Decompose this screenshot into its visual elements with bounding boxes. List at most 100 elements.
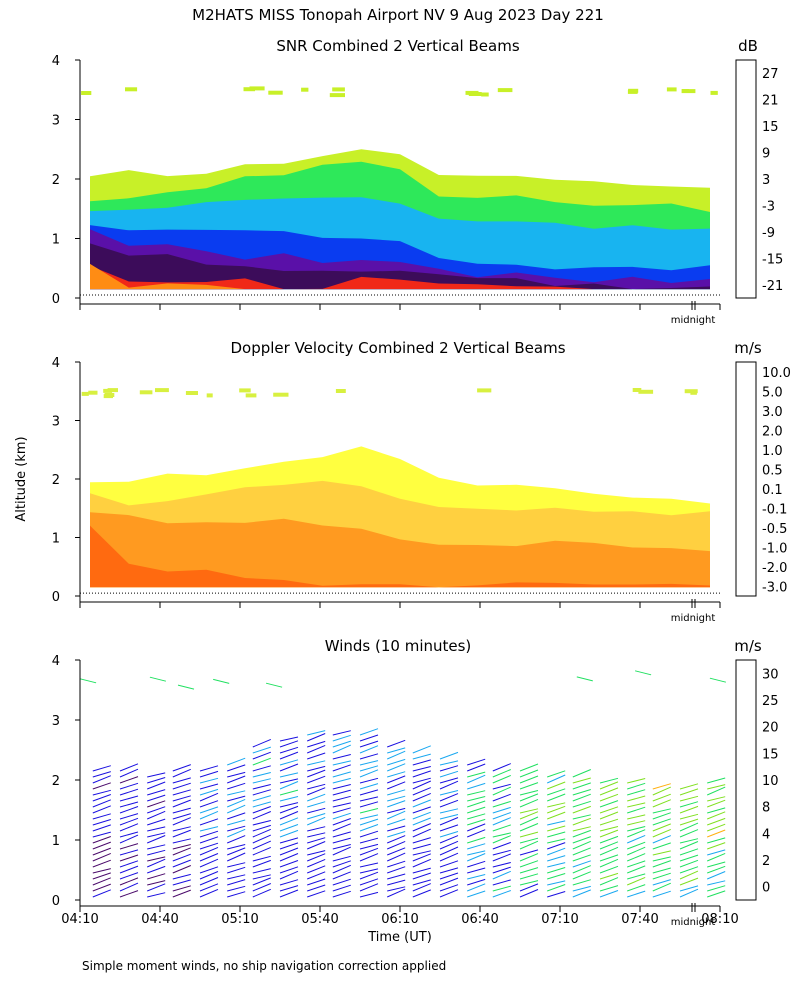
wind-barb (652, 818, 671, 826)
wind-barb (599, 877, 619, 886)
y-tick-label: 0 (52, 894, 60, 909)
wind-barb (279, 740, 299, 748)
wind-barb (147, 800, 166, 808)
wind-barb (147, 794, 166, 802)
upper-wind-barb (149, 676, 167, 682)
wind-barb (307, 801, 326, 808)
wind-barb (679, 866, 699, 874)
colorbar-unit: m/s (734, 637, 762, 655)
wind-barb (279, 829, 299, 838)
wind-barb (119, 776, 139, 784)
wind-barb (119, 813, 139, 820)
wind-barb (412, 867, 431, 874)
wind-barb (627, 834, 646, 844)
wind-barb (252, 811, 271, 820)
wind-barb (252, 738, 271, 748)
wind-barb (547, 788, 566, 796)
wind-barb (412, 745, 431, 754)
wind-barb (627, 802, 646, 808)
wind-barb (359, 868, 379, 874)
wind-barb (252, 772, 271, 778)
wind-barb (492, 853, 511, 862)
wind-barb (359, 837, 379, 844)
wind-barb (279, 751, 299, 760)
wind-barb (279, 811, 299, 820)
colorbar-unit: m/s (734, 339, 762, 357)
wind-barb (147, 789, 166, 796)
y-tick-label: 3 (52, 415, 60, 430)
wind-barb (172, 764, 191, 772)
panel-title: SNR Combined 2 Vertical Beams (276, 37, 519, 55)
wind-barb (332, 740, 351, 748)
wind-barb (467, 782, 486, 790)
wind-barb (707, 871, 726, 880)
wind-barb (252, 859, 271, 868)
wind-barb (172, 844, 191, 850)
wind-barb (172, 885, 191, 892)
wind-barb (92, 805, 111, 814)
wind-barb (199, 846, 219, 856)
y-tick-label: 1 (52, 233, 60, 248)
wind-barb (359, 808, 379, 814)
wind-barb (679, 801, 699, 808)
wind-barb (519, 880, 539, 886)
wind-barb (547, 891, 566, 898)
wind-barb (199, 858, 219, 868)
wind-barb (199, 866, 219, 874)
colorbar-label: -2.0 (762, 561, 787, 576)
wind-barb (172, 889, 191, 898)
heatmap-layer (90, 243, 710, 290)
wind-barb (307, 858, 326, 868)
wind-barb (119, 882, 139, 892)
wind-barb (387, 825, 406, 832)
wind-barb (227, 844, 246, 850)
wind-barb (439, 808, 459, 814)
wind-barb (359, 769, 379, 778)
wind-barb (572, 829, 591, 838)
wind-barb (147, 772, 166, 778)
wind-barb (279, 866, 299, 874)
wind-barb (227, 825, 246, 832)
wind-barb (572, 836, 591, 844)
wind-barb (359, 824, 379, 832)
wind-barb (439, 884, 459, 892)
wind-barb (439, 799, 459, 808)
wind-barb (92, 847, 111, 856)
wind-barb (572, 782, 591, 790)
wind-barb (519, 883, 539, 892)
y-tick-label: 3 (52, 714, 60, 729)
wind-barb (707, 777, 726, 784)
wind-barb (359, 878, 379, 886)
wind-barb (227, 828, 246, 838)
wind-barb (412, 843, 431, 850)
wind-barb (547, 842, 566, 850)
heatmap-layer (90, 525, 710, 588)
colorbar-label: 5.0 (762, 385, 783, 400)
wind-barb (467, 774, 486, 784)
wind-barb (707, 865, 726, 874)
wind-barb (572, 769, 591, 778)
colorbar-frame (735, 659, 757, 901)
colorbar-label: -3 (762, 199, 775, 214)
midnight-label: midnight (671, 315, 716, 326)
wind-barb (332, 878, 351, 886)
wind-barb (467, 843, 486, 850)
wind-barb (307, 871, 326, 880)
wind-barb (359, 796, 379, 802)
footnote: Simple moment winds, no ship navigation … (82, 959, 446, 973)
upper-echo (268, 90, 283, 95)
wind-barb (279, 802, 299, 808)
wind-barb (519, 769, 539, 778)
wind-barb (572, 789, 591, 796)
wind-barb (547, 867, 566, 874)
wind-barb (707, 849, 726, 856)
wind-barb (199, 765, 219, 772)
wind-barb (147, 777, 166, 784)
wind-barb (599, 829, 619, 838)
x-tick-label: 07:10 (541, 912, 578, 927)
wind-barb (387, 807, 406, 814)
wind-barb (439, 840, 459, 850)
x-tick-label: 06:40 (461, 912, 498, 927)
heatmap-layers (80, 388, 720, 594)
